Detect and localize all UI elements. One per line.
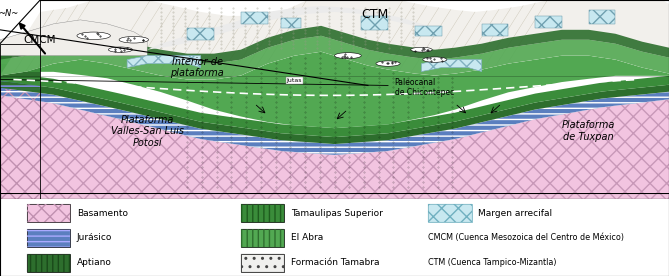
Text: Aptiano: Aptiano [77,258,112,267]
Bar [241,254,284,272]
Polygon shape [0,63,40,71]
Text: CTM (Cuenca Tampico-Mizantla): CTM (Cuenca Tampico-Mizantla) [428,258,557,267]
Bar [27,204,70,222]
Bar [361,16,388,30]
Bar [187,28,214,40]
Bar [27,254,70,272]
Text: CMCM (Cuenca Mesozoica del Centro de México): CMCM (Cuenca Mesozoica del Centro de Méx… [428,233,624,242]
Polygon shape [0,88,669,155]
Bar [241,229,284,247]
Bar [482,24,508,36]
Bar [241,254,284,272]
Bar [241,229,284,247]
Polygon shape [421,60,482,71]
Ellipse shape [334,53,361,59]
Bar [187,28,214,40]
Ellipse shape [119,36,149,43]
Text: Interior de
plataforma: Interior de plataforma [171,57,224,78]
Polygon shape [127,56,201,68]
Bar [428,204,472,222]
Polygon shape [0,81,669,144]
Bar [241,12,268,24]
Polygon shape [0,52,669,128]
Text: Margen arrecifal: Margen arrecifal [478,209,553,217]
Polygon shape [0,44,40,63]
Polygon shape [0,72,669,137]
Ellipse shape [423,57,447,62]
Polygon shape [0,71,40,78]
Bar [27,229,70,247]
Text: Basamento: Basamento [77,209,128,217]
Polygon shape [0,89,40,199]
Text: Paleocanal
de Chicontepec: Paleocanal de Chicontepec [395,78,454,97]
Text: Jurásico: Jurásico [77,233,112,242]
Text: El Abra: El Abra [291,233,323,242]
Bar [27,254,70,272]
Text: Plataforma
de Tuxpan: Plataforma de Tuxpan [562,120,615,142]
Text: CTM: CTM [361,8,388,21]
Ellipse shape [376,61,400,66]
Bar [361,16,388,30]
Text: Tamaulipas Superior: Tamaulipas Superior [291,209,383,217]
Text: ~N~: ~N~ [0,9,19,18]
Polygon shape [0,78,40,89]
Bar [589,10,615,24]
Bar [535,16,562,28]
Bar [482,24,508,36]
Bar [281,18,301,28]
Bar [428,204,472,222]
Text: Formación Tamabra: Formación Tamabra [291,258,379,267]
Polygon shape [147,6,428,50]
Polygon shape [0,0,669,79]
Text: Jutas: Jutas [286,78,302,83]
Polygon shape [0,95,669,199]
Bar [589,10,615,24]
Bar [27,204,70,222]
Bar [535,16,562,28]
Bar [281,18,301,28]
Bar [415,26,442,36]
Ellipse shape [108,47,132,52]
Bar [415,26,442,36]
Text: CMCM: CMCM [23,35,56,45]
Polygon shape [0,20,147,56]
Ellipse shape [411,47,432,52]
Ellipse shape [77,32,110,39]
Bar [241,204,284,222]
Polygon shape [0,26,669,63]
Bar [241,12,268,24]
Bar [241,204,284,222]
Polygon shape [0,36,669,79]
Bar [27,229,70,247]
Text: Plataforma
Valles-San Luis
Potosí: Plataforma Valles-San Luis Potosí [110,115,184,148]
